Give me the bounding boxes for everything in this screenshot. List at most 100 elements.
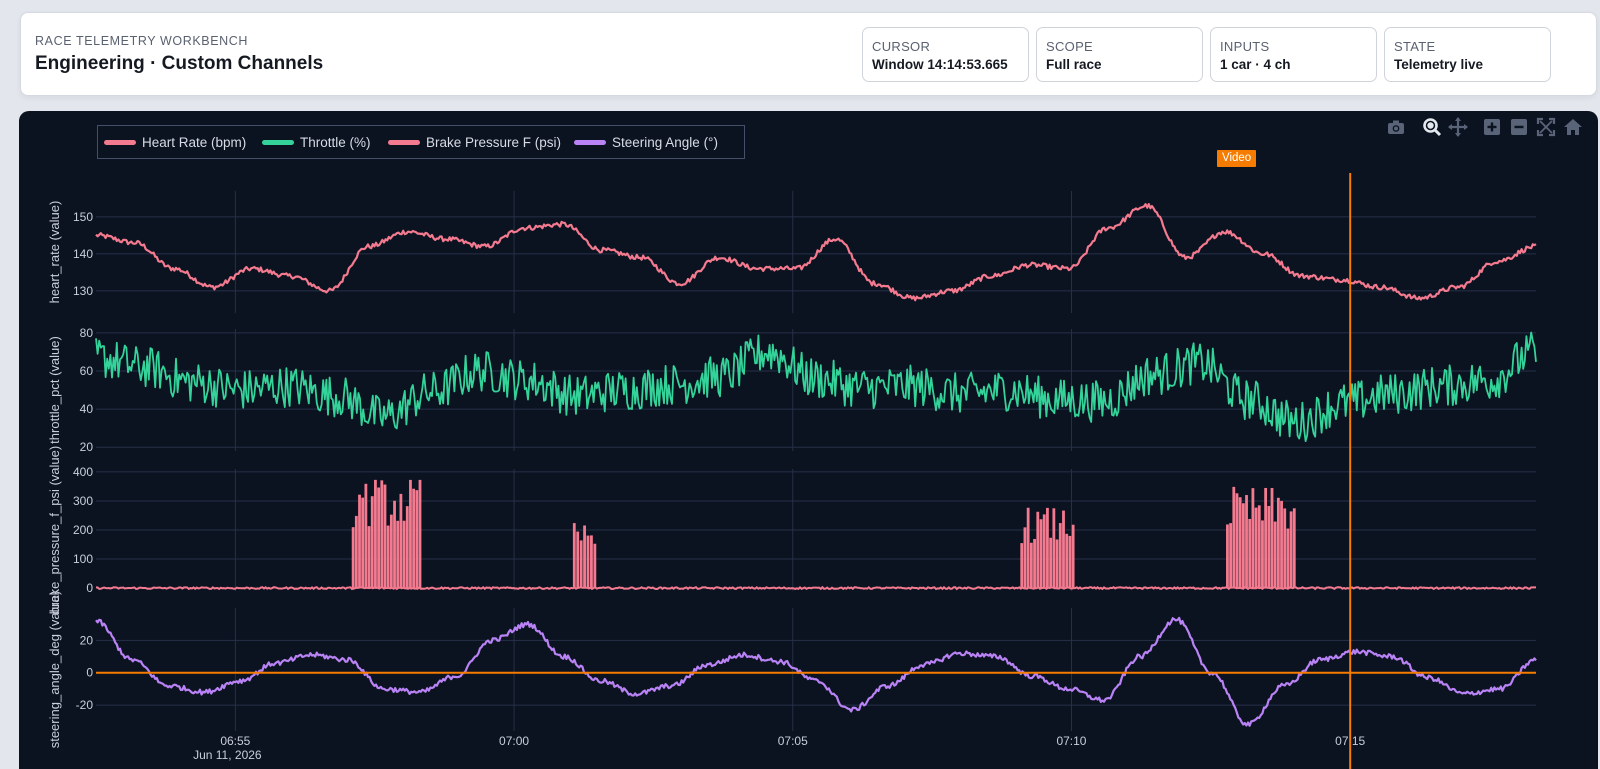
legend-label: Heart Rate (bpm) bbox=[142, 135, 247, 150]
brake-bar bbox=[1029, 542, 1033, 589]
legend-label: Throttle (%) bbox=[300, 135, 371, 150]
brake-bar bbox=[354, 515, 358, 589]
x-tick-label: 07:05 bbox=[778, 734, 808, 748]
brake-bar bbox=[1062, 510, 1065, 589]
stat-cursor: CURSOR Window 14:14:53.665 bbox=[862, 27, 1029, 82]
brake-bar bbox=[583, 525, 586, 589]
brake-bar bbox=[412, 488, 416, 589]
legend-label: Steering Angle (°) bbox=[612, 135, 718, 150]
brake-bar bbox=[1273, 521, 1277, 589]
y-tick-label: -20 bbox=[76, 698, 94, 712]
y-tick-label: 20 bbox=[80, 633, 94, 647]
brake-bar bbox=[1049, 537, 1053, 589]
brake-bar bbox=[409, 479, 412, 589]
legend-label: Brake Pressure F (psi) bbox=[426, 135, 562, 150]
y-tick-label: 130 bbox=[73, 284, 93, 298]
brake-bar bbox=[1270, 488, 1274, 589]
brake-bar bbox=[393, 500, 396, 589]
brake-bar bbox=[1261, 520, 1264, 589]
pan-icon[interactable] bbox=[1447, 116, 1469, 138]
brake-bar bbox=[1267, 505, 1271, 589]
brake-bar bbox=[377, 487, 381, 589]
video-cursor-tag[interactable]: Video bbox=[1217, 150, 1257, 167]
brake-bar bbox=[383, 484, 387, 589]
y-tick-label: 100 bbox=[73, 552, 93, 566]
brake-bar bbox=[1283, 508, 1287, 589]
zoom-in-icon[interactable] bbox=[1481, 116, 1503, 138]
brake-bar bbox=[1033, 538, 1036, 589]
brake-bar bbox=[1058, 523, 1062, 589]
y-tick-label: 300 bbox=[73, 494, 93, 508]
brake-bar bbox=[361, 497, 365, 589]
x-tick-label: 06:55 bbox=[220, 734, 250, 748]
stat-value: 1 car · 4 ch bbox=[1220, 57, 1291, 72]
stat-label: STATE bbox=[1394, 39, 1436, 54]
brake-bar bbox=[351, 527, 355, 589]
brake-bar bbox=[1226, 524, 1229, 589]
chart-modebar bbox=[1385, 116, 1590, 138]
brake-bar bbox=[1254, 507, 1258, 589]
brake-bar bbox=[579, 540, 583, 589]
brake-bar bbox=[590, 535, 593, 589]
brake-bar bbox=[593, 543, 597, 589]
series-line bbox=[95, 585, 1537, 591]
y-tick-label: 80 bbox=[80, 326, 94, 340]
x-tick-date: Jun 11, 2026 bbox=[193, 748, 262, 762]
y-tick-label: 150 bbox=[73, 210, 93, 224]
brake-bar bbox=[418, 479, 422, 589]
x-tick-label: 07:00 bbox=[499, 734, 529, 748]
legend-swatch bbox=[388, 140, 420, 145]
y-tick-label: 60 bbox=[80, 364, 94, 378]
brake-bar bbox=[364, 483, 368, 589]
app-kicker: RACE TELEMETRY WORKBENCH bbox=[35, 34, 249, 48]
brake-bar bbox=[576, 531, 580, 589]
brake-bar bbox=[386, 525, 390, 589]
stat-label: SCOPE bbox=[1046, 39, 1094, 54]
stat-label: INPUTS bbox=[1220, 39, 1270, 54]
zoom-icon[interactable] bbox=[1421, 116, 1443, 138]
brake-bar bbox=[370, 496, 374, 589]
brake-bar bbox=[1229, 523, 1233, 589]
brake-bar bbox=[1276, 497, 1280, 589]
brake-bar bbox=[1286, 528, 1290, 589]
brake-bar bbox=[396, 520, 400, 589]
autoscale-icon[interactable] bbox=[1535, 116, 1557, 138]
y-tick-label: 20 bbox=[80, 440, 94, 454]
series-line bbox=[95, 331, 1537, 443]
brake-bar bbox=[402, 520, 406, 589]
brake-bar bbox=[1042, 514, 1046, 589]
camera-icon[interactable] bbox=[1385, 116, 1407, 138]
brake-bar bbox=[380, 480, 384, 589]
brake-bar bbox=[399, 493, 403, 589]
y-axis-label: heart_rate (value) bbox=[47, 201, 62, 304]
stat-inputs: INPUTS 1 car · 4 ch bbox=[1210, 27, 1377, 82]
brake-bar bbox=[358, 494, 361, 589]
stat-scope: SCOPE Full race bbox=[1036, 27, 1203, 82]
brake-bar bbox=[389, 514, 393, 589]
y-tick-label: 0 bbox=[86, 666, 93, 680]
brake-bar bbox=[1026, 507, 1030, 589]
series-line bbox=[95, 616, 1537, 727]
home-icon[interactable] bbox=[1562, 116, 1584, 138]
y-tick-label: 0 bbox=[86, 581, 93, 595]
stat-state: STATE Telemetry live bbox=[1384, 27, 1551, 82]
stat-label: CURSOR bbox=[872, 39, 931, 54]
y-axis-label: steering_angle_deg (value) bbox=[47, 591, 62, 749]
brake-bar bbox=[1292, 508, 1296, 589]
brake-bar bbox=[1023, 527, 1027, 589]
zoom-out-icon[interactable] bbox=[1508, 116, 1530, 138]
brake-bar bbox=[1020, 543, 1024, 589]
brake-bar bbox=[1039, 519, 1043, 589]
brake-bar bbox=[572, 523, 576, 589]
stat-value: Telemetry live bbox=[1394, 57, 1484, 72]
brake-bar bbox=[586, 535, 590, 589]
brake-bar bbox=[1046, 507, 1049, 589]
brake-bar bbox=[1068, 535, 1072, 589]
header-card: RACE TELEMETRY WORKBENCH Engineering · C… bbox=[20, 12, 1597, 96]
brake-bar bbox=[1248, 518, 1252, 589]
brake-bar bbox=[1036, 511, 1040, 589]
brake-bar bbox=[1052, 508, 1056, 589]
brake-bar bbox=[1264, 487, 1268, 589]
